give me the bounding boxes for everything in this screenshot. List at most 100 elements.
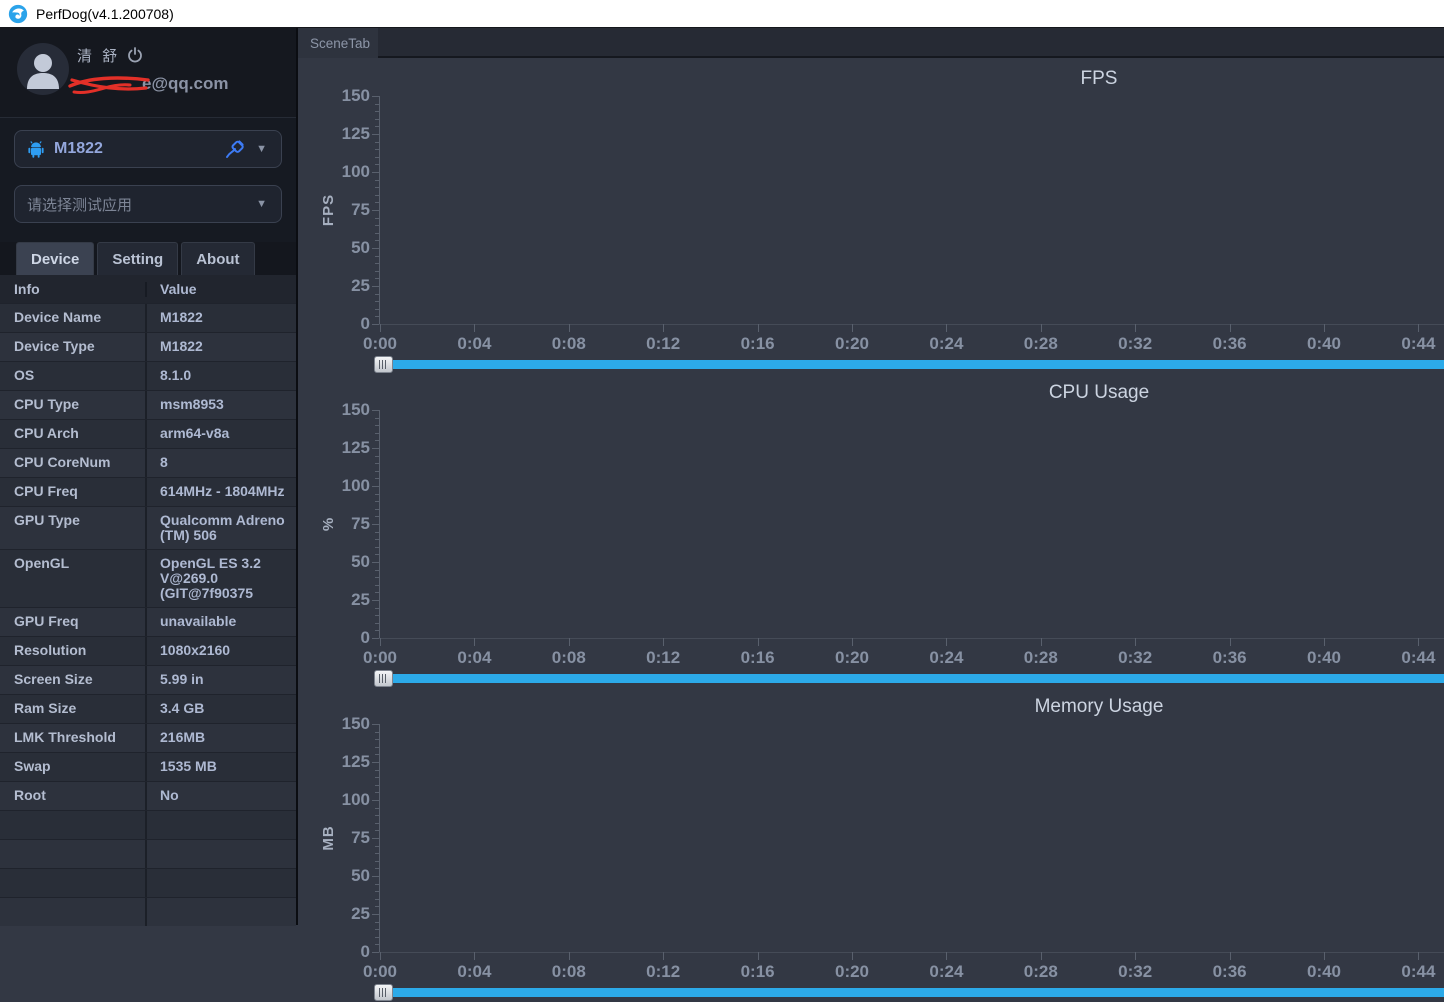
app-select[interactable]: 请选择测试应用 ▼ — [14, 185, 282, 223]
x-tick-label: 0:28 — [1023, 334, 1058, 353]
table-row: OS 8.1.0 — [0, 361, 296, 390]
value-cell: No — [160, 787, 179, 803]
y-axis-line — [379, 96, 380, 324]
y-tick — [372, 876, 379, 877]
username-row: 清 舒 — [77, 45, 143, 65]
y-tick — [372, 210, 379, 211]
x-tick-label: 0:24 — [929, 648, 964, 667]
x-axis-line — [379, 952, 1444, 953]
table-row: CPU Type msm8953 — [0, 390, 296, 419]
y-tick — [375, 592, 379, 594]
scrollbar-bar[interactable] — [393, 674, 1444, 683]
x-tick-label: 0:24 — [929, 962, 964, 981]
info-cell: GPU Type — [0, 507, 147, 549]
y-tick — [375, 531, 379, 533]
y-tick — [372, 762, 379, 763]
x-tick — [380, 324, 381, 332]
chart-title: FPS — [1080, 68, 1118, 89]
x-tick — [568, 952, 570, 960]
charts: FPS FPS 0 25 50 75 100 125 150 0:00 0:04 0:08 0:12 0:… — [298, 60, 1444, 1002]
scrollbar-bar[interactable] — [393, 988, 1444, 997]
value-cell: 614MHz - 1804MHz — [160, 483, 285, 499]
y-tick — [375, 936, 379, 938]
y-tick — [372, 838, 379, 839]
scrollbar-bar[interactable] — [393, 360, 1444, 369]
scrollbar-handle[interactable] — [374, 356, 393, 373]
power-icon[interactable] — [127, 47, 143, 63]
x-tick-label: 0:04 — [457, 648, 492, 667]
tab-label: Setting — [112, 250, 164, 268]
header-info: Info — [0, 281, 147, 297]
y-tick — [375, 118, 379, 120]
info-table-body: Device Name M1822 Device Type M1822 OS 8.1.0 C… — [0, 303, 296, 926]
value-cell — [147, 840, 296, 868]
x-tick — [757, 638, 759, 646]
user-email: e@qq.com — [68, 71, 228, 97]
info-cell: Device Name — [0, 304, 147, 332]
y-tick — [375, 584, 379, 586]
x-tick — [1324, 952, 1325, 960]
y-tick-label: 25 — [351, 276, 370, 295]
x-tick-label: 0:04 — [457, 962, 492, 981]
y-tick — [375, 739, 379, 741]
y-tick — [375, 156, 379, 158]
y-tick — [372, 172, 379, 173]
x-tick — [946, 638, 948, 646]
info-cell: Swap — [0, 753, 147, 781]
table-row — [0, 868, 296, 897]
x-tick-label: 0:44 — [1401, 334, 1436, 353]
x-tick-label: 0:36 — [1212, 334, 1247, 353]
chart-cpu-usage: CPU Usage% 0 25 50 75 100 125 150 0:00 0:04 0:08 0:… — [298, 374, 1444, 688]
grip-icon — [379, 360, 388, 369]
x-tick-label: 0:20 — [834, 648, 870, 667]
device-info-table: Info Value Device Name M1822 Device Type M1… — [0, 275, 296, 926]
y-tick — [375, 929, 379, 931]
header-value: Value — [160, 280, 197, 297]
y-tick — [375, 830, 379, 832]
value-cell: 3.4 GB — [160, 700, 205, 716]
y-tick — [375, 141, 379, 143]
x-tick — [852, 324, 853, 332]
x-tick-label: 0:40 — [1306, 962, 1342, 981]
y-tick — [372, 286, 379, 287]
y-tick — [375, 316, 379, 318]
y-tick — [375, 470, 379, 472]
tab-scene[interactable]: SceneTab — [298, 28, 378, 58]
y-tick — [375, 463, 379, 465]
y-tick — [375, 164, 379, 166]
info-cell: GPU Freq — [0, 608, 147, 636]
x-tick-label: 0:32 — [1118, 334, 1153, 353]
y-tick — [375, 853, 379, 855]
y-tick — [375, 815, 379, 817]
y-tick — [375, 822, 379, 824]
y-tick-label: 75 — [351, 514, 370, 533]
avatar[interactable] — [17, 43, 69, 95]
y-tick-label: 50 — [351, 552, 370, 571]
y-tick — [372, 562, 379, 563]
y-tick — [372, 448, 379, 449]
scrollbar-handle[interactable] — [374, 984, 393, 1001]
y-tick — [375, 217, 379, 219]
table-row: OpenGL OpenGL ES 3.2 V@269.0 (GIT@7f90375 — [0, 549, 296, 607]
scrollbar-handle[interactable] — [374, 670, 393, 687]
tab-device[interactable]: Device — [16, 242, 95, 275]
tab-setting[interactable]: Setting — [97, 242, 179, 275]
y-tick — [375, 539, 379, 541]
table-row: CPU Arch arm64-v8a — [0, 419, 296, 448]
caret-down-icon: ▼ — [256, 198, 267, 210]
x-tick — [1040, 952, 1042, 960]
y-tick — [375, 607, 379, 609]
value-cell: 8.1.0 — [160, 367, 192, 383]
x-tick — [1040, 324, 1042, 332]
y-tick — [375, 792, 379, 794]
device-select[interactable]: M1822 ▼ — [14, 130, 282, 168]
table-row: Ram Size 3.4 GB — [0, 694, 296, 723]
y-tick — [375, 478, 379, 480]
y-tick-label: 150 — [341, 714, 370, 733]
y-tick — [375, 263, 379, 265]
tab-about[interactable]: About — [181, 242, 255, 275]
x-tick — [663, 324, 665, 332]
android-icon — [28, 141, 44, 158]
y-tick-label: 50 — [351, 866, 370, 885]
table-row: Resolution 1080x2160 — [0, 636, 296, 665]
